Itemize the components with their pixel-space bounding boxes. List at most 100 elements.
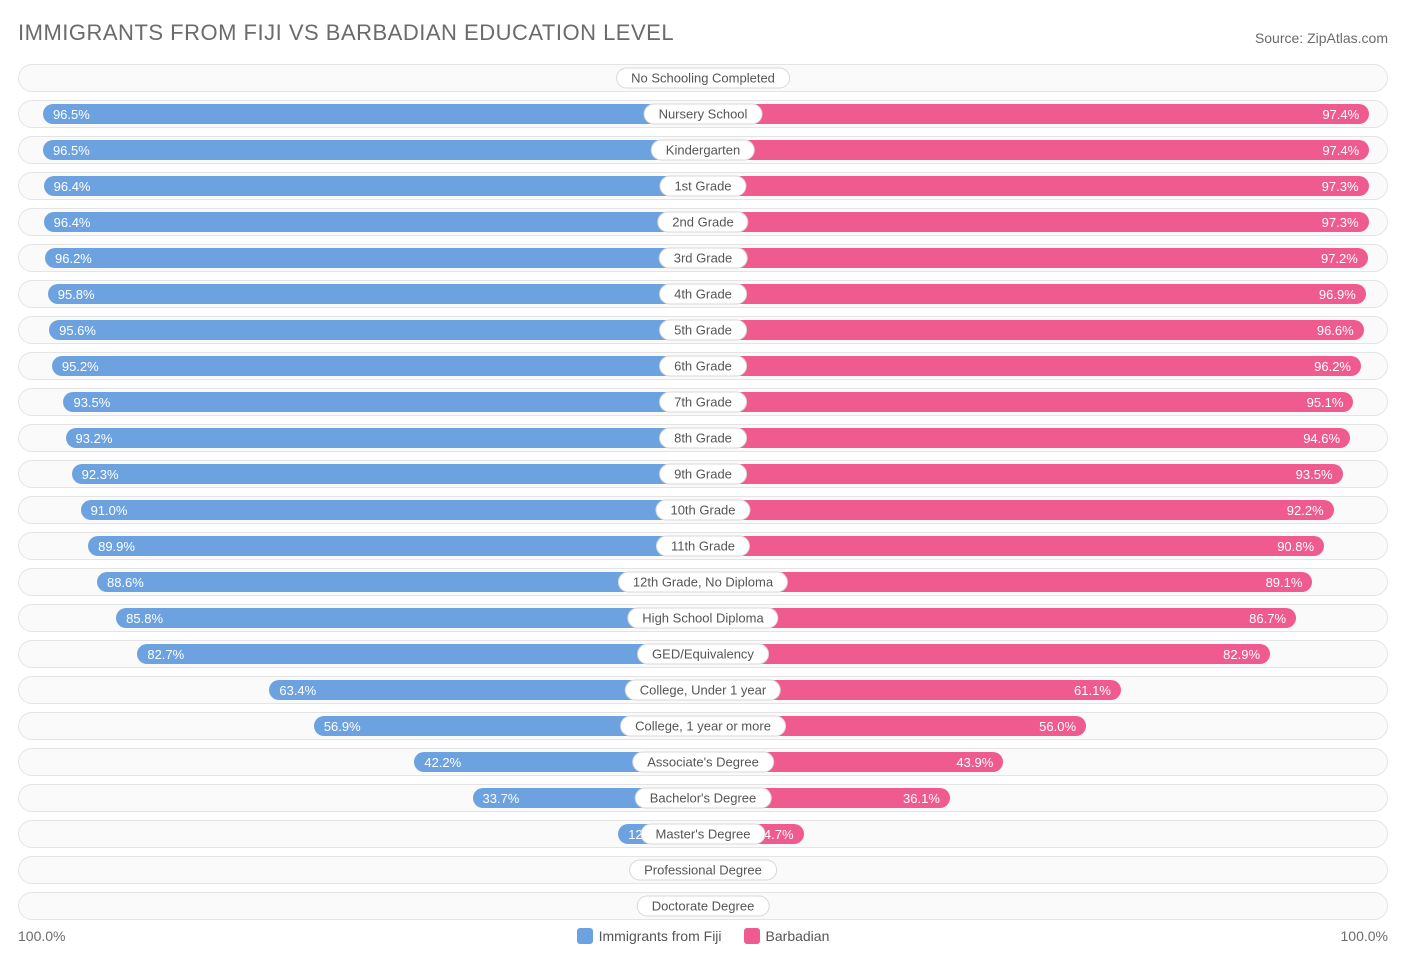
chart-row: 56.9%56.0%College, 1 year or more [18, 712, 1388, 740]
chart-title: IMMIGRANTS FROM FIJI VS BARBADIAN EDUCAT… [18, 20, 674, 46]
bar-right: 96.9% [703, 284, 1366, 304]
diverging-bar-chart: 3.5%2.6%No Schooling Completed96.5%97.4%… [18, 64, 1388, 920]
bar-right: 86.7% [703, 608, 1296, 628]
legend-item-right: Barbadian [744, 928, 830, 944]
category-label: College, 1 year or more [620, 716, 786, 737]
chart-row: 3.7%4.1%Professional Degree [18, 856, 1388, 884]
bar-value-left: 85.8% [126, 611, 163, 626]
chart-row: 93.2%94.6%8th Grade [18, 424, 1388, 452]
chart-row: 91.0%92.2%10th Grade [18, 496, 1388, 524]
bar-right: 89.1% [703, 572, 1312, 592]
bar-left: 88.6% [97, 572, 703, 592]
bar-left: 95.6% [49, 320, 703, 340]
legend-label-right: Barbadian [766, 928, 830, 944]
category-label: Kindergarten [651, 140, 755, 161]
chart-row: 96.5% 97.4% Kindergarten [18, 136, 1388, 164]
category-label: 6th Grade [659, 356, 747, 377]
category-label: Nursery School [644, 104, 763, 125]
bar-left: 95.2% [52, 356, 703, 376]
bar-value-right: 95.1% [1307, 395, 1344, 410]
bar-value-right: 43.9% [956, 755, 993, 770]
bar-value-right: 97.3% [1322, 179, 1359, 194]
bar-value-left: 92.3% [82, 467, 119, 482]
bar-left: 95.8% [48, 284, 703, 304]
bar-left: 96.4% [44, 176, 703, 196]
chart-row: 95.2% 96.2% 6th Grade [18, 352, 1388, 380]
category-label: 9th Grade [659, 464, 747, 485]
bar-value-left: 95.2% [62, 359, 99, 374]
category-label: No Schooling Completed [616, 68, 790, 89]
bar-value-left: 95.6% [59, 323, 96, 338]
bar-value-right: 82.9% [1223, 647, 1260, 662]
bar-value-left: 89.9% [98, 539, 135, 554]
bar-left: 82.7% [137, 644, 703, 664]
bar-value-left: 96.4% [54, 215, 91, 230]
bar-right: 92.2% [703, 500, 1334, 520]
bar-right: 96.2% [703, 356, 1361, 376]
chart-row: 88.6% 89.1% 12th Grade, No Diploma [18, 568, 1388, 596]
category-label: 12th Grade, No Diploma [618, 572, 788, 593]
chart-row: 96.4%97.3%2nd Grade [18, 208, 1388, 236]
category-label: 4th Grade [659, 284, 747, 305]
bar-value-right: 97.2% [1321, 251, 1358, 266]
category-label: GED/Equivalency [637, 644, 769, 665]
category-label: Associate's Degree [632, 752, 774, 773]
bar-right: 97.4% [703, 104, 1369, 124]
bar-value-left: 63.4% [279, 683, 316, 698]
chart-row: 33.7%36.1%Bachelor's Degree [18, 784, 1388, 812]
bar-left: 93.5% [63, 392, 703, 412]
category-label: 2nd Grade [657, 212, 748, 233]
bar-right: 95.1% [703, 392, 1353, 412]
chart-row: 96.4% 97.3% 1st Grade [18, 172, 1388, 200]
chart-row: 95.8% 96.9%4th Grade [18, 280, 1388, 308]
chart-row: 82.7% 82.9% GED/Equivalency [18, 640, 1388, 668]
chart-row: 96.5%97.4%Nursery School [18, 100, 1388, 128]
bar-value-left: 96.5% [53, 143, 90, 158]
bar-right: 94.6% [703, 428, 1350, 448]
legend: Immigrants from Fiji Barbadian [65, 928, 1340, 944]
axis-max-left: 100.0% [18, 928, 65, 944]
legend-label-left: Immigrants from Fiji [599, 928, 722, 944]
bar-value-left: 96.4% [54, 179, 91, 194]
chart-row: 95.6%96.6%5th Grade [18, 316, 1388, 344]
chart-row: 63.4% 61.1% College, Under 1 year [18, 676, 1388, 704]
bar-value-left: 95.8% [58, 287, 95, 302]
category-label: 11th Grade [656, 536, 750, 557]
bar-value-left: 96.2% [55, 251, 92, 266]
bar-right: 97.3% [703, 176, 1369, 196]
bar-value-right: 86.7% [1249, 611, 1286, 626]
bar-value-right: 96.6% [1317, 323, 1354, 338]
chart-row: 3.5%2.6%No Schooling Completed [18, 64, 1388, 92]
bar-value-left: 93.5% [73, 395, 110, 410]
chart-row: 85.8%86.7%High School Diploma [18, 604, 1388, 632]
chart-row: 89.9% 90.8% 11th Grade [18, 532, 1388, 560]
bar-value-left: 88.6% [107, 575, 144, 590]
legend-swatch-right [744, 928, 760, 944]
chart-row: 92.3% 93.5%9th Grade [18, 460, 1388, 488]
category-label: Master's Degree [641, 824, 766, 845]
bar-left: 85.8% [116, 608, 703, 628]
bar-right: 97.2% [703, 248, 1368, 268]
bar-value-left: 56.9% [324, 719, 361, 734]
chart-row: 12.4%14.7%Master's Degree [18, 820, 1388, 848]
category-label: College, Under 1 year [625, 680, 781, 701]
bar-value-right: 90.8% [1277, 539, 1314, 554]
bar-value-right: 61.1% [1074, 683, 1111, 698]
category-label: Professional Degree [629, 860, 777, 881]
bar-right: 93.5% [703, 464, 1343, 484]
category-label: Doctorate Degree [637, 896, 770, 917]
category-label: 1st Grade [659, 176, 746, 197]
bar-value-right: 96.2% [1314, 359, 1351, 374]
bar-value-left: 33.7% [483, 791, 520, 806]
chart-row: 42.2%43.9%Associate's Degree [18, 748, 1388, 776]
axis-max-right: 100.0% [1341, 928, 1388, 944]
legend-swatch-left [577, 928, 593, 944]
bar-value-right: 89.1% [1266, 575, 1303, 590]
bar-left: 96.4% [44, 212, 703, 232]
bar-value-right: 94.6% [1303, 431, 1340, 446]
bar-right: 90.8% [703, 536, 1324, 556]
category-label: 3rd Grade [659, 248, 748, 269]
bar-left: 96.5% [43, 104, 703, 124]
bar-value-right: 97.4% [1322, 143, 1359, 158]
bar-value-left: 82.7% [147, 647, 184, 662]
